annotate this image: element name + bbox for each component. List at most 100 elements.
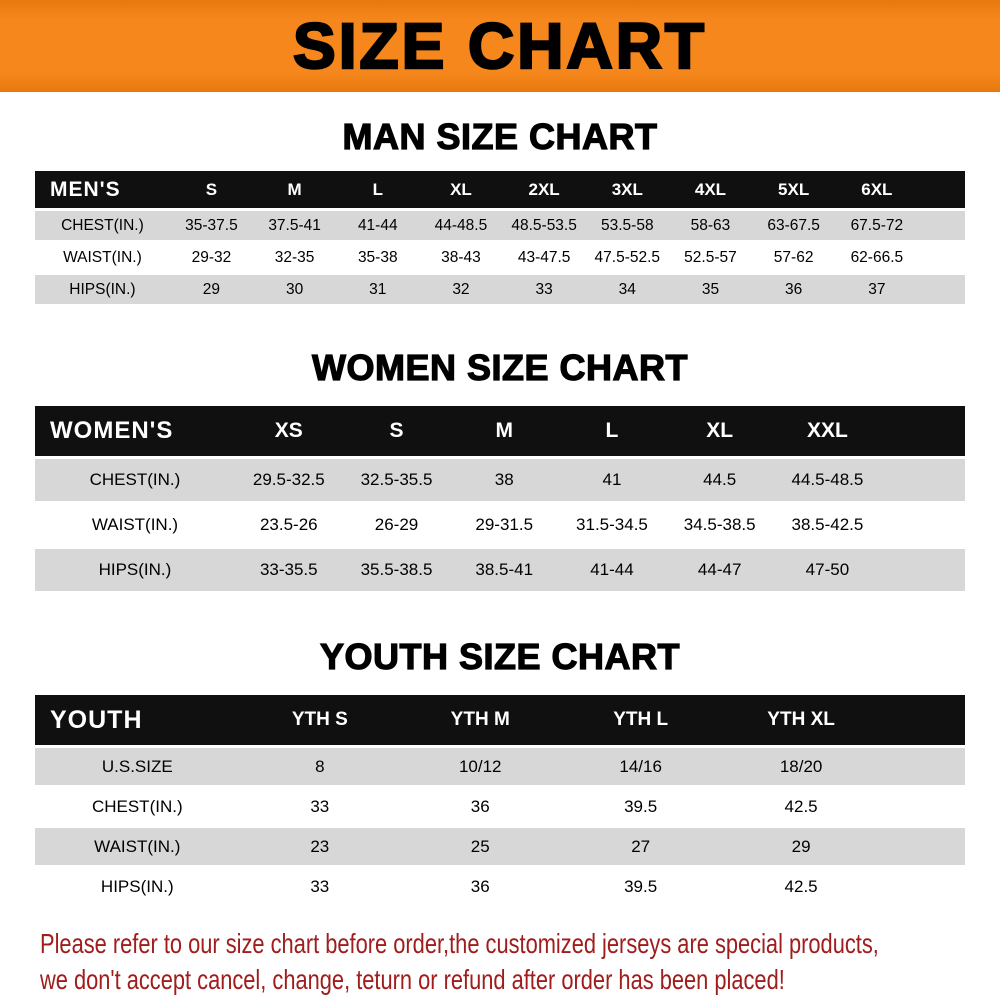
size-value-cell: 41-44 [336, 211, 420, 240]
size-column-header: YTH M [400, 695, 561, 745]
table-row: HIPS(IN.) 33-35.5 35.5-38.5 38.5-41 41-44 44-… [35, 549, 965, 591]
size-value-cell: 33-35.5 [234, 549, 343, 591]
size-value-cell: 47.5-52.5 [585, 243, 669, 272]
youth-section-heading: YOUTH SIZE CHART [319, 635, 680, 677]
table-row: WAIST(IN.) 29-32 32-35 35-38 38-43 43-47.5 47.… [35, 243, 965, 272]
size-value-cell: 33 [502, 275, 586, 304]
row-label: HIPS(IN.) [35, 549, 235, 591]
size-value-cell: 33 [239, 868, 401, 905]
row-label: CHEST(IN.) [35, 788, 240, 825]
size-value-cell: 62-66.5 [835, 243, 919, 272]
row-label: WAIST(IN.) [35, 828, 240, 865]
row-spacer-cell [918, 275, 965, 304]
women-section-heading: WOMEN SIZE CHART [311, 346, 688, 388]
size-value-cell: 10/12 [400, 748, 561, 785]
section-women-sizes: WOMEN SIZE CHART WOMEN'S XS S M L XL XXL CHEST(… [0, 346, 1000, 594]
section-men-sizes: MAN SIZE CHART MEN'S S M L XL 2XL 3XL 4XL 5XL 6XL… [0, 115, 1000, 307]
size-column-header: L [336, 171, 420, 208]
table-row: CHEST(IN.) 29.5-32.5 32.5-35.5 38 41 44.5 44.5… [35, 459, 965, 501]
women-size-table: WOMEN'S XS S M L XL XXL CHEST(IN.) 29.5-32.5 32.5… [35, 403, 965, 594]
size-value-cell: 57-62 [752, 243, 836, 272]
row-spacer-cell [881, 828, 965, 865]
size-value-cell: 44-48.5 [419, 211, 503, 240]
row-spacer-cell [881, 549, 965, 591]
size-column-header: S [169, 171, 254, 208]
size-value-cell: 39.5 [560, 788, 721, 825]
size-value-cell: 31.5-34.5 [558, 504, 666, 546]
banner: SIZE CHART [0, 0, 1000, 92]
size-value-cell: 67.5-72 [835, 211, 919, 240]
size-value-cell: 38.5-42.5 [773, 504, 882, 546]
size-value-cell: 47-50 [773, 549, 882, 591]
size-value-cell: 52.5-57 [668, 243, 753, 272]
table-row: WAIST(IN.) 23.5-26 26-29 29-31.5 31.5-34.5 34… [35, 504, 965, 546]
size-value-cell: 25 [400, 828, 561, 865]
size-value-cell: 44-47 [665, 549, 774, 591]
size-value-cell: 36 [400, 788, 561, 825]
size-value-cell: 42.5 [720, 788, 882, 825]
women-table-title: WOMEN'S [35, 406, 235, 456]
size-value-cell: 53.5-58 [585, 211, 669, 240]
size-value-cell: 32.5-35.5 [342, 459, 451, 501]
size-column-header: M [450, 406, 559, 456]
size-value-cell: 29 [169, 275, 254, 304]
youth-size-table: YOUTH YTH S YTH M YTH L YTH XL U.S.SIZE 8 10/12… [35, 692, 965, 908]
size-value-cell: 63-67.5 [752, 211, 836, 240]
header-row: YOUTH YTH S YTH M YTH L YTH XL [35, 695, 965, 745]
size-column-header: XXL [773, 406, 882, 456]
size-value-cell: 26-29 [342, 504, 451, 546]
size-value-cell: 32 [419, 275, 503, 304]
row-spacer-cell [881, 868, 965, 905]
size-value-cell: 29.5-32.5 [234, 459, 343, 501]
header-spacer-cell [881, 695, 965, 745]
size-column-header: XS [234, 406, 343, 456]
row-spacer-cell [918, 243, 965, 272]
size-column-header: XL [665, 406, 774, 456]
table-row: U.S.SIZE 8 10/12 14/16 18/20 [35, 748, 965, 785]
size-value-cell: 30 [253, 275, 337, 304]
row-label: WAIST(IN.) [35, 504, 235, 546]
row-spacer-cell [881, 788, 965, 825]
size-value-cell: 23.5-26 [234, 504, 343, 546]
row-label: HIPS(IN.) [35, 275, 170, 304]
size-value-cell: 44.5 [665, 459, 774, 501]
size-value-cell: 32-35 [253, 243, 337, 272]
size-value-cell: 58-63 [668, 211, 753, 240]
table-row: CHEST(IN.) 33 36 39.5 42.5 [35, 788, 965, 825]
section-youth-sizes: YOUTH SIZE CHART YOUTH YTH S YTH M YTH L YTH… [0, 635, 1000, 908]
size-value-cell: 44.5-48.5 [773, 459, 882, 501]
size-column-header: 2XL [502, 171, 586, 208]
size-value-cell: 38.5-41 [450, 549, 559, 591]
size-value-cell: 33 [239, 788, 401, 825]
size-column-header: 6XL [835, 171, 919, 208]
size-value-cell: 29-31.5 [450, 504, 559, 546]
size-value-cell: 18/20 [720, 748, 882, 785]
size-value-cell: 23 [239, 828, 401, 865]
size-value-cell: 41 [558, 459, 666, 501]
row-label: CHEST(IN.) [35, 459, 235, 501]
header-row: WOMEN'S XS S M L XL XXL [35, 406, 965, 456]
size-value-cell: 29-32 [169, 243, 254, 272]
table-row: CHEST(IN.) 35-37.5 37.5-41 41-44 44-48.5 48.5… [35, 211, 965, 240]
table-row: HIPS(IN.) 33 36 39.5 42.5 [35, 868, 965, 905]
size-value-cell: 48.5-53.5 [502, 211, 586, 240]
size-value-cell: 43-47.5 [502, 243, 586, 272]
size-value-cell: 42.5 [720, 868, 882, 905]
youth-table-title: YOUTH [35, 695, 240, 745]
size-value-cell: 29 [720, 828, 882, 865]
size-column-header: YTH S [239, 695, 401, 745]
row-label: HIPS(IN.) [35, 868, 240, 905]
size-value-cell: 38-43 [419, 243, 503, 272]
size-value-cell: 35-38 [336, 243, 420, 272]
row-label: U.S.SIZE [35, 748, 240, 785]
size-value-cell: 8 [239, 748, 401, 785]
size-column-header: M [253, 171, 337, 208]
header-spacer-cell [881, 406, 965, 456]
row-spacer-cell [881, 459, 965, 501]
size-column-header: S [342, 406, 451, 456]
size-column-header: 3XL [585, 171, 669, 208]
men-table-title: MEN'S [35, 171, 170, 208]
row-spacer-cell [881, 748, 965, 785]
header-spacer-cell [918, 171, 965, 208]
